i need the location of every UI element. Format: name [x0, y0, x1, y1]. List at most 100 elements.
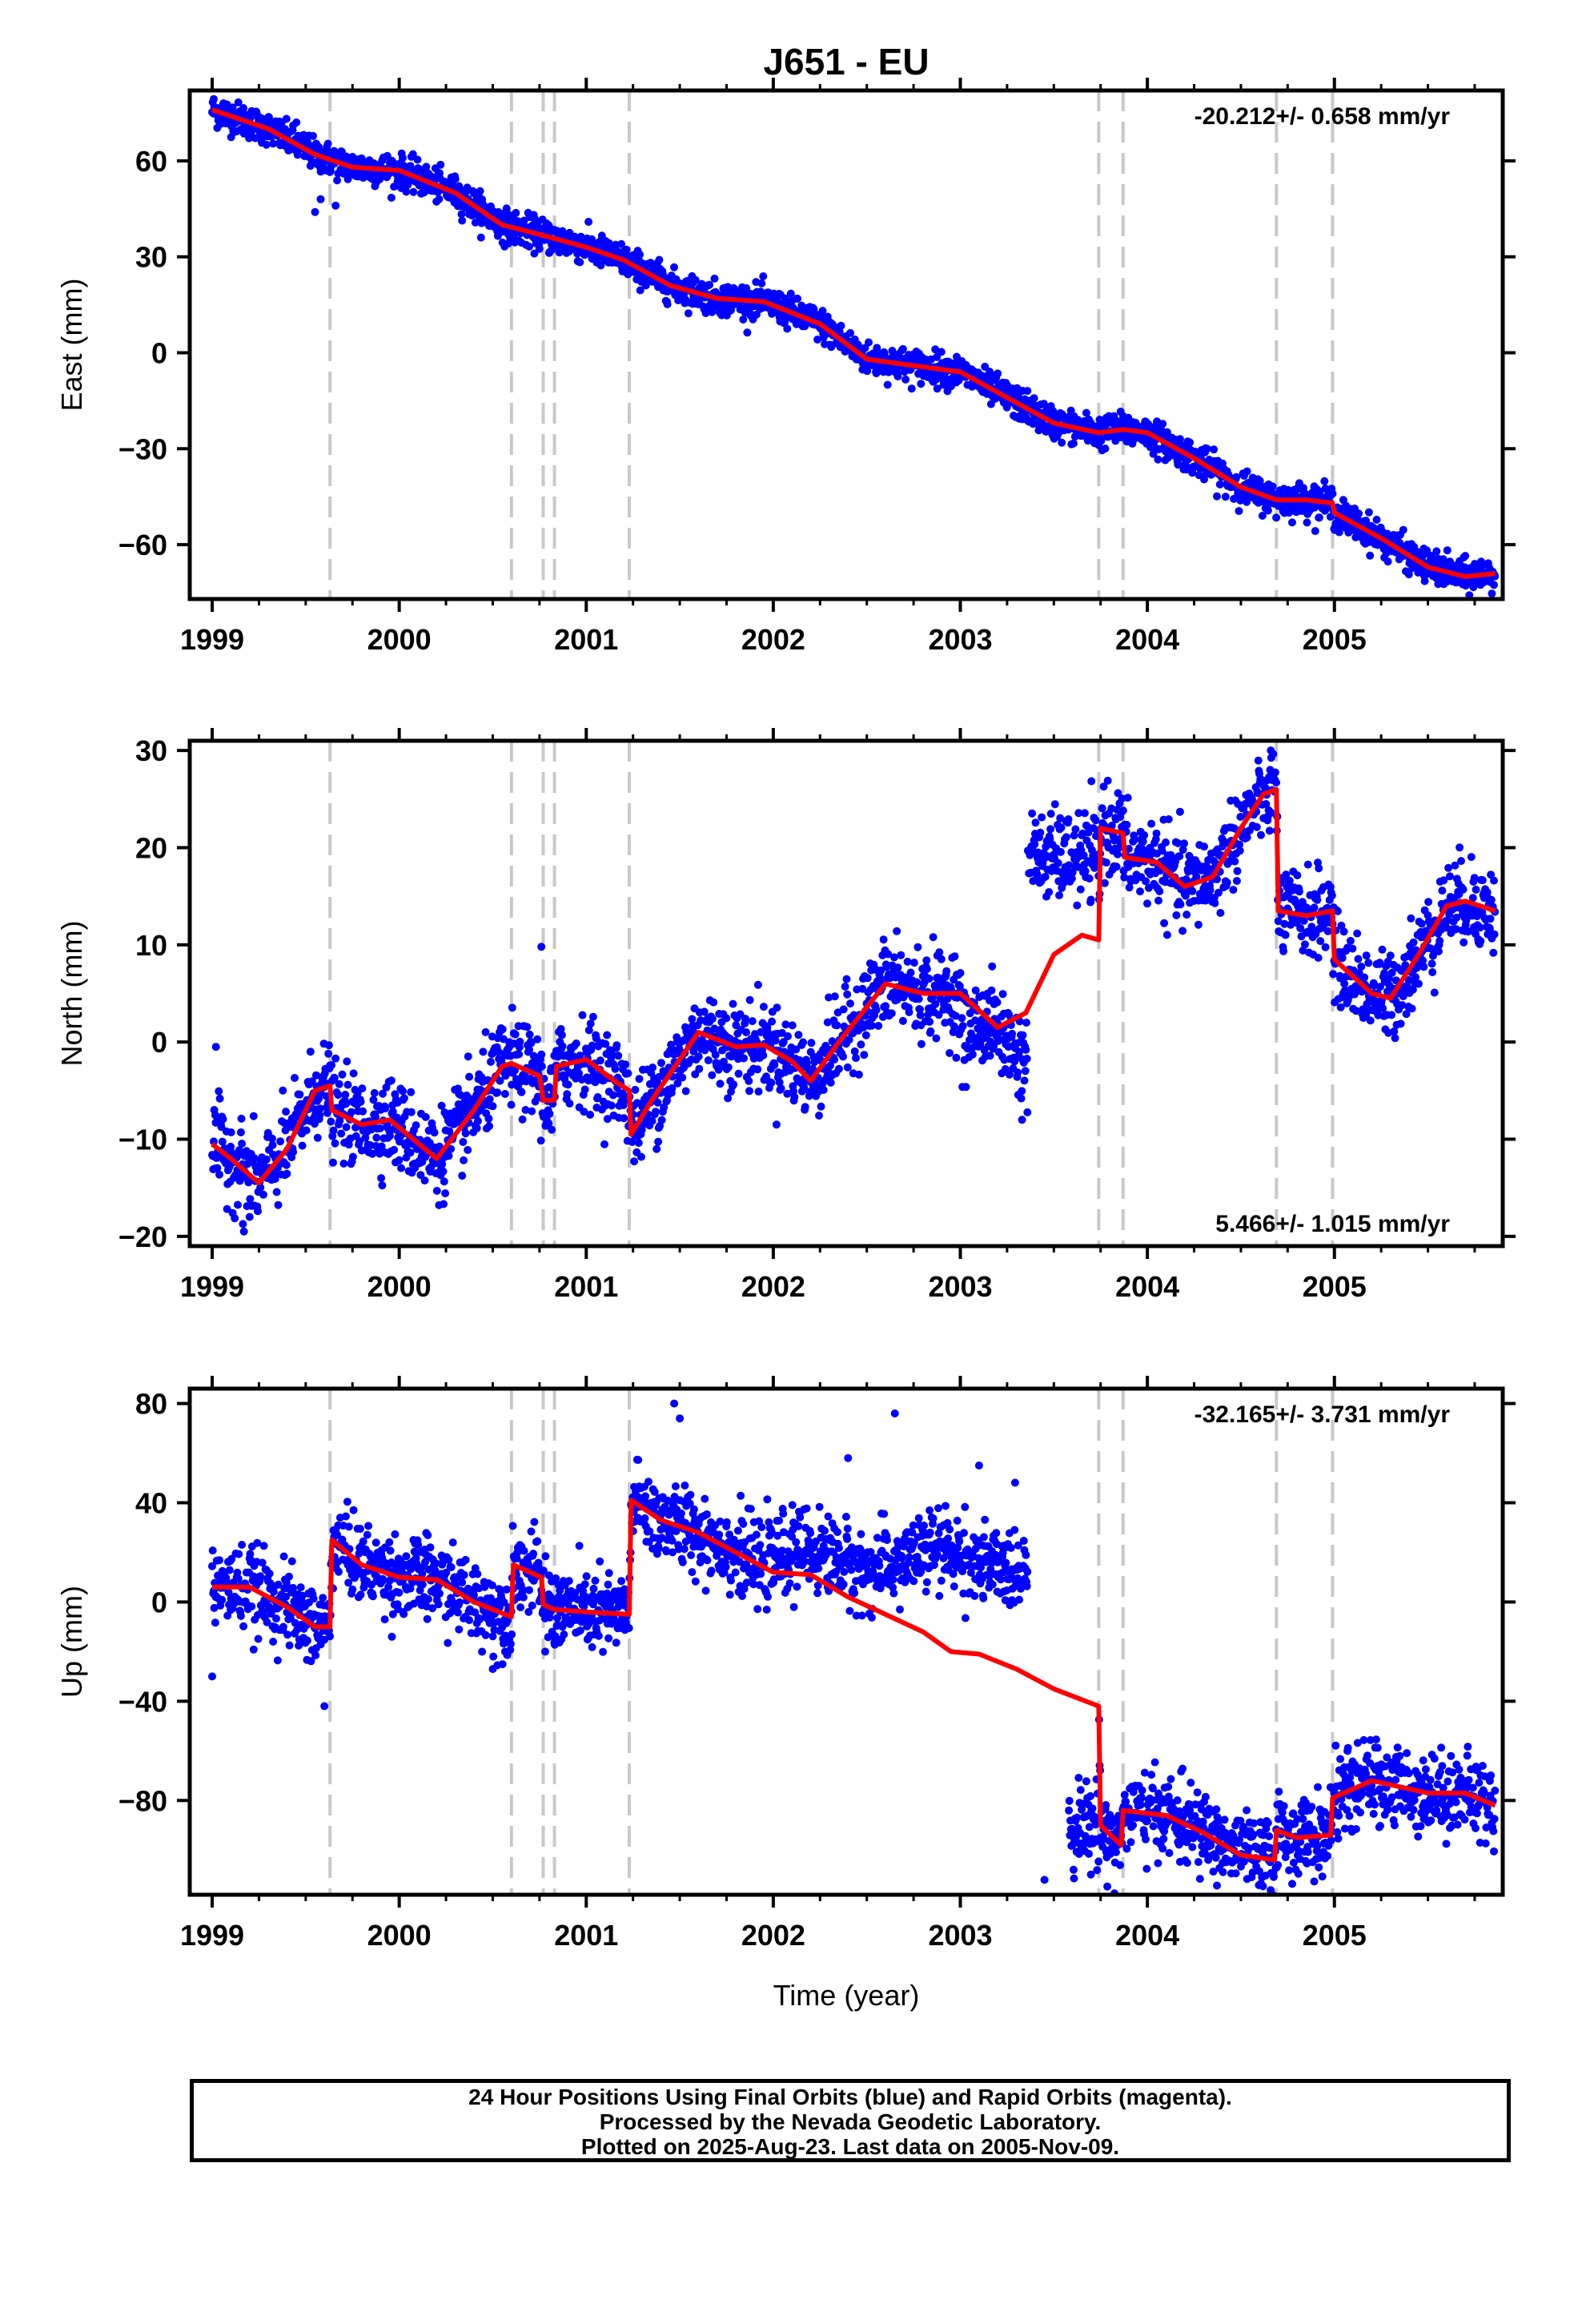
data-point — [456, 1091, 465, 1100]
data-point — [441, 1189, 450, 1198]
data-point — [611, 1064, 620, 1073]
data-point — [342, 1123, 351, 1132]
data-point — [688, 1015, 697, 1023]
data-point — [857, 1040, 865, 1049]
data-point — [343, 1057, 351, 1066]
data-point — [1123, 794, 1132, 802]
data-point — [1407, 914, 1415, 923]
data-point — [790, 1092, 799, 1101]
data-point — [1407, 1004, 1416, 1013]
data-point — [1130, 835, 1138, 844]
data-point — [535, 244, 544, 253]
data-point — [588, 1012, 597, 1021]
data-point — [1178, 846, 1187, 854]
data-point — [219, 99, 228, 107]
data-point — [399, 1087, 407, 1096]
data-point — [331, 1139, 339, 1148]
data-point — [1015, 1047, 1024, 1056]
data-point — [272, 1188, 281, 1196]
data-point — [704, 1056, 713, 1064]
data-point — [781, 296, 790, 304]
data-point — [729, 1080, 738, 1089]
data-point — [962, 1083, 970, 1092]
data-point — [742, 1028, 751, 1037]
data-point — [1279, 947, 1288, 955]
data-point — [337, 1129, 346, 1138]
data-point — [1030, 840, 1039, 849]
data-point — [440, 1200, 448, 1208]
data-point — [487, 1057, 495, 1066]
data-point — [523, 1023, 532, 1031]
data-point — [1125, 883, 1134, 892]
data-point — [397, 1164, 406, 1172]
data-point — [1162, 838, 1170, 846]
data-point — [498, 1025, 507, 1034]
data-point — [931, 1000, 940, 1008]
data-point — [349, 1069, 358, 1078]
data-point — [1041, 872, 1050, 881]
x-tick-label: 2000 — [367, 623, 432, 656]
data-point — [1175, 435, 1184, 444]
data-point — [933, 384, 942, 393]
data-point — [525, 242, 533, 251]
data-point — [694, 1052, 703, 1061]
data-point — [1057, 823, 1066, 832]
data-point — [955, 982, 964, 991]
data-point — [1079, 851, 1088, 860]
data-point — [472, 1124, 481, 1132]
data-point — [283, 1169, 291, 1178]
data-point — [1005, 1011, 1014, 1019]
data-point — [533, 1035, 542, 1043]
data-point — [387, 193, 396, 202]
data-point — [234, 1200, 242, 1209]
data-point — [1333, 907, 1342, 915]
data-point — [536, 1136, 545, 1145]
data-point — [741, 1015, 749, 1023]
data-point — [653, 1098, 662, 1107]
data-point — [757, 279, 766, 287]
data-point — [298, 1141, 307, 1150]
data-point — [673, 1079, 682, 1088]
data-point — [476, 187, 484, 195]
data-point — [1263, 506, 1272, 515]
data-point — [537, 1062, 546, 1071]
data-point — [399, 154, 407, 163]
data-point — [377, 1174, 386, 1183]
data-point — [950, 952, 959, 961]
data-point — [695, 1064, 704, 1073]
data-point — [545, 1109, 554, 1118]
plot-area — [208, 90, 1500, 599]
data-point — [572, 1039, 580, 1047]
data-point — [1087, 777, 1096, 786]
data-point — [710, 274, 719, 283]
data-point — [1232, 877, 1241, 885]
data-point — [843, 1063, 852, 1072]
data-point — [1065, 861, 1074, 870]
data-point — [274, 1200, 283, 1209]
data-point — [584, 218, 593, 226]
data-point — [701, 309, 710, 317]
data-point — [1402, 1010, 1411, 1019]
data-point — [601, 1039, 610, 1048]
data-point — [234, 98, 243, 107]
data-point — [850, 1047, 859, 1055]
data-point — [494, 1047, 503, 1056]
data-point — [485, 1122, 494, 1131]
data-point — [521, 1106, 530, 1114]
data-point — [711, 1051, 720, 1059]
data-point — [1379, 1004, 1387, 1013]
data-point — [1164, 815, 1173, 823]
data-point — [338, 1070, 347, 1079]
data-point — [1399, 525, 1407, 534]
panel-1: 1999 2000 2001 2002 2003 2004 200560300−30−60E… — [55, 78, 1516, 656]
data-point — [1261, 784, 1270, 792]
data-point — [893, 372, 902, 381]
data-point — [860, 1051, 869, 1059]
data-point — [1415, 979, 1423, 988]
data-point — [1255, 476, 1264, 485]
data-point — [525, 1030, 534, 1039]
data-point — [564, 1080, 572, 1089]
data-point — [1149, 449, 1158, 458]
data-point — [237, 1114, 246, 1123]
